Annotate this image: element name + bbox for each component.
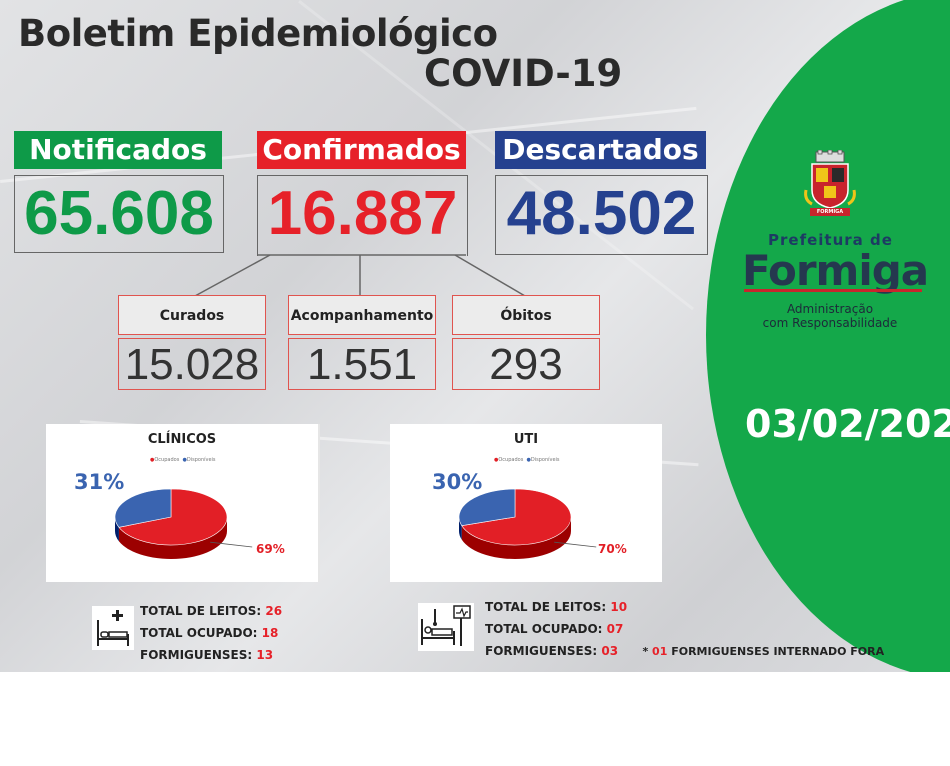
- pie-leader-line: [554, 541, 597, 548]
- title-line-1: Boletim Epidemiológico: [18, 12, 498, 55]
- uti-formiguenses-label: FORMIGUENSES:: [485, 644, 598, 658]
- uti-pie-chart: [458, 488, 597, 559]
- pie-slice-side: [461, 517, 571, 559]
- logo-formiga: Formiga: [742, 246, 929, 295]
- pie-slice-side: [459, 517, 462, 540]
- pie-slice-side: [115, 517, 119, 542]
- descartados-value: 48.502: [495, 175, 708, 255]
- clinicos-pie-chart: [114, 488, 253, 559]
- clinicos-occupied-pct: 69%: [256, 542, 285, 556]
- uti-stats: TOTAL DE LEITOS: 10 TOTAL OCUPADO: 07 FO…: [485, 596, 884, 662]
- legend-label: Disponíveis: [530, 457, 560, 463]
- note-value: 01: [652, 645, 668, 658]
- hospital-bed-icon: [92, 606, 134, 650]
- logo-tagline-line1: Administração: [786, 302, 874, 316]
- clinicos-total-leitos-label: TOTAL DE LEITOS:: [140, 604, 262, 618]
- title-line-2: COVID-19: [424, 52, 623, 95]
- pie-slice-dispon-veis: [114, 488, 172, 528]
- pie-slice-dispon-veis: [458, 488, 516, 526]
- pie-slice-side: [118, 517, 227, 559]
- clinicos-total-ocupado: 18: [261, 626, 279, 640]
- uti-formiguenses: 03: [601, 644, 619, 658]
- uti-total-ocupado: 07: [606, 622, 624, 636]
- logo-underline: [744, 289, 922, 292]
- clinicos-formiguenses-label: FORMIGUENSES:: [140, 648, 253, 662]
- legend-label: Ocupados: [154, 457, 180, 463]
- uti-total-leitos-label: TOTAL DE LEITOS:: [485, 600, 607, 614]
- obitos-value: 293: [452, 338, 600, 390]
- bulletin-date: 03/02/2022: [745, 402, 950, 446]
- uti-available-pct: 30%: [432, 470, 483, 494]
- coat-of-arms-icon: FORMIGA: [802, 149, 858, 220]
- logo-prefeitura: Prefeitura de: [768, 231, 893, 249]
- uti-chart-panel: UTI ●Ocupados ●Disponíveis 30% 70%: [390, 424, 662, 582]
- uti-chart-title: UTI: [513, 432, 539, 447]
- seal-text: FORMIGA: [816, 209, 844, 215]
- uti-note: * 01 FORMIGUENSES INTERNADO FORA: [642, 645, 884, 658]
- green-side-panel: [706, 0, 950, 672]
- logo-tagline: Administração com Responsabilidade: [744, 302, 916, 330]
- acompanhamento-label: Acompanhamento: [288, 295, 436, 335]
- confirmados-label: Confirmados: [257, 131, 466, 169]
- clinicos-legend: ●Ocupados ●Disponíveis: [150, 457, 216, 463]
- panel-divider: [318, 424, 320, 582]
- legend-label: Ocupados: [498, 457, 524, 463]
- clinicos-chart-panel: CLÍNICOS ●Ocupados ●Disponíveis 31% 69%: [46, 424, 318, 582]
- icu-bed-icon: [418, 603, 474, 651]
- clinicos-available-pct: 31%: [74, 470, 125, 494]
- descartados-label: Descartados: [495, 131, 706, 169]
- uti-occupied-pct: 70%: [598, 542, 627, 556]
- acompanhamento-value: 1.551: [288, 338, 436, 390]
- clinicos-formiguenses: 13: [256, 648, 274, 662]
- notificados-value: 65.608: [14, 175, 224, 253]
- clinicos-total-ocupado-label: TOTAL OCUPADO:: [140, 626, 258, 640]
- notificados-label: Notificados: [14, 131, 222, 169]
- pie-leader-line: [210, 541, 253, 548]
- legend-label: Disponíveis: [186, 457, 216, 463]
- note-prefix: *: [642, 645, 649, 658]
- pie-slice-ocupados: [118, 488, 228, 546]
- uti-total-ocupado-label: TOTAL OCUPADO:: [485, 622, 603, 636]
- confirmados-value: 16.887: [257, 175, 468, 256]
- clinicos-stats: TOTAL DE LEITOS: 26 TOTAL OCUPADO: 18 FO…: [140, 600, 282, 666]
- obitos-label: Óbitos: [452, 295, 600, 335]
- curados-label: Curados: [118, 295, 266, 335]
- note-text: FORMIGUENSES INTERNADO FORA: [671, 645, 885, 658]
- clinicos-total-leitos: 26: [265, 604, 283, 618]
- logo-tagline-line2: com Responsabilidade: [762, 316, 898, 330]
- clinicos-chart-title: CLÍNICOS: [147, 432, 217, 447]
- connector-lines: [194, 254, 526, 297]
- uti-legend: ●Ocupados ●Disponíveis: [494, 457, 560, 463]
- bulletin-poster: Boletim Epidemiológico COVID-19 Notifica…: [0, 0, 950, 672]
- curados-value: 15.028: [118, 338, 266, 390]
- pie-slice-ocupados: [461, 488, 572, 546]
- uti-total-leitos: 10: [610, 600, 628, 614]
